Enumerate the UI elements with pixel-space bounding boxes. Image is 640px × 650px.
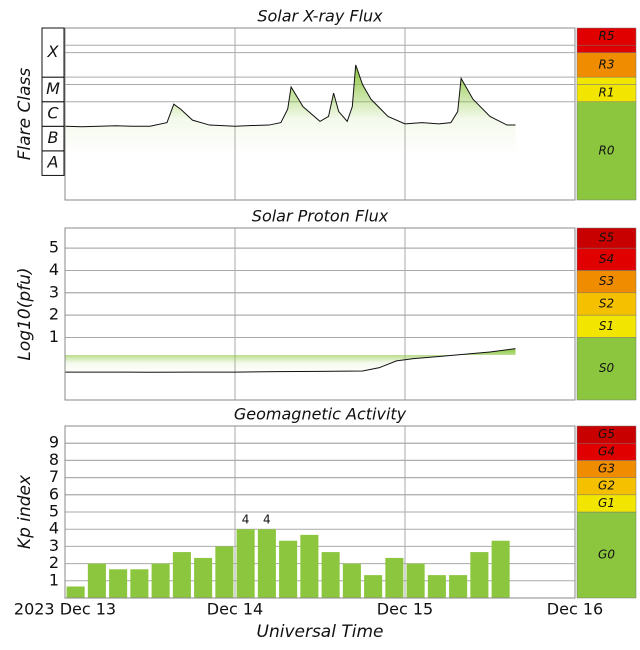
x-axis-label: Universal Time: [257, 622, 384, 642]
bar: [470, 552, 489, 598]
bar: [449, 575, 468, 598]
y-tick-label: 7: [49, 467, 59, 486]
bar: [236, 529, 255, 598]
y-tick-label: 2: [49, 305, 59, 324]
area: [65, 348, 516, 373]
panel-title: Solar X-ray Flux: [257, 7, 383, 26]
scale-band: [576, 227, 637, 249]
scale-band: [576, 425, 637, 444]
line: [64, 64, 516, 128]
scale-band: [576, 52, 637, 78]
line: [65, 348, 516, 373]
y-tick-label: 1: [49, 570, 59, 589]
y-axis-label: Log10(pfu): [15, 267, 35, 360]
y-axis-label: Kp index: [15, 474, 35, 549]
y-tick-label: 5: [49, 238, 59, 257]
scale-label: S5: [599, 231, 614, 245]
value-label: 4: [242, 513, 250, 527]
plot-frame: [64, 227, 576, 401]
x-tick-label: 2023 Dec 13: [14, 600, 116, 619]
bar: [364, 575, 383, 598]
scale-label: S2: [599, 296, 614, 310]
bar: [427, 575, 446, 598]
bar: [300, 534, 319, 598]
y-tick-label: 4: [49, 260, 59, 279]
y-tick-label: 8: [49, 450, 59, 469]
scale-label: G0: [598, 548, 615, 562]
bar: [109, 569, 128, 598]
scale-label: R5: [599, 29, 615, 43]
y-tick-label: 9: [49, 433, 59, 452]
y-tick-label: B: [48, 128, 59, 147]
bar: [87, 563, 106, 598]
scale-band: [576, 44, 637, 53]
x-tick-label: Dec 15: [377, 600, 433, 619]
y-tick-label: X: [47, 42, 60, 61]
scale-label: G5: [598, 427, 615, 441]
bar: [406, 563, 425, 598]
plot-frame: [64, 425, 576, 599]
x-tick-label: Dec 14: [207, 600, 263, 619]
bar: [151, 563, 170, 598]
y-tick-label: 2: [49, 553, 59, 572]
scale-band: [576, 337, 637, 401]
plot-area: [64, 227, 576, 401]
bar: [342, 563, 361, 598]
bar: [172, 552, 191, 598]
bar: [491, 540, 510, 598]
bar: [66, 586, 85, 598]
bar: [257, 529, 276, 598]
y-tick-label: 3: [49, 282, 59, 301]
y-tick-label: A: [47, 153, 59, 172]
y-tick-label: C: [47, 104, 59, 123]
scale-label: S3: [599, 274, 614, 288]
scale-label: G3: [598, 462, 615, 476]
bar: [385, 557, 404, 598]
x-tick-label: Dec 16: [547, 600, 603, 619]
bar: [321, 552, 340, 598]
y-tick-label: 3: [49, 536, 59, 555]
bar: [215, 546, 234, 598]
scale-band: [576, 101, 637, 201]
scale-label: G1: [598, 496, 615, 510]
scale-label: G4: [598, 444, 615, 458]
class-box: [41, 27, 65, 78]
plot-area: [64, 27, 576, 201]
plot-frame: [64, 27, 576, 201]
y-tick-label: 4: [49, 519, 59, 538]
y-tick-label: 6: [49, 484, 59, 503]
scale-label: S4: [599, 252, 614, 266]
bar: [194, 557, 213, 598]
scale-label: R1: [599, 86, 615, 100]
scale-band: [576, 27, 637, 46]
panel-title: Solar Proton Flux: [252, 207, 389, 226]
value-label: 4: [263, 513, 271, 527]
scale-label: R3: [599, 57, 615, 71]
scale-label: R0: [599, 143, 615, 157]
scale-band: [576, 511, 637, 599]
panel-title: Geomagnetic Activity: [234, 405, 407, 424]
y-axis-label: Flare Class: [15, 68, 35, 161]
bar: [279, 540, 298, 598]
bar: [130, 569, 149, 598]
y-tick-label: 1: [49, 327, 59, 346]
scale-label: G2: [598, 479, 615, 493]
scale-label: S1: [599, 319, 614, 333]
scale-band: [576, 76, 637, 85]
y-tick-label: 5: [49, 502, 59, 521]
scale-label: S0: [599, 361, 615, 375]
y-tick-label: M: [46, 79, 60, 98]
area: [65, 64, 516, 155]
